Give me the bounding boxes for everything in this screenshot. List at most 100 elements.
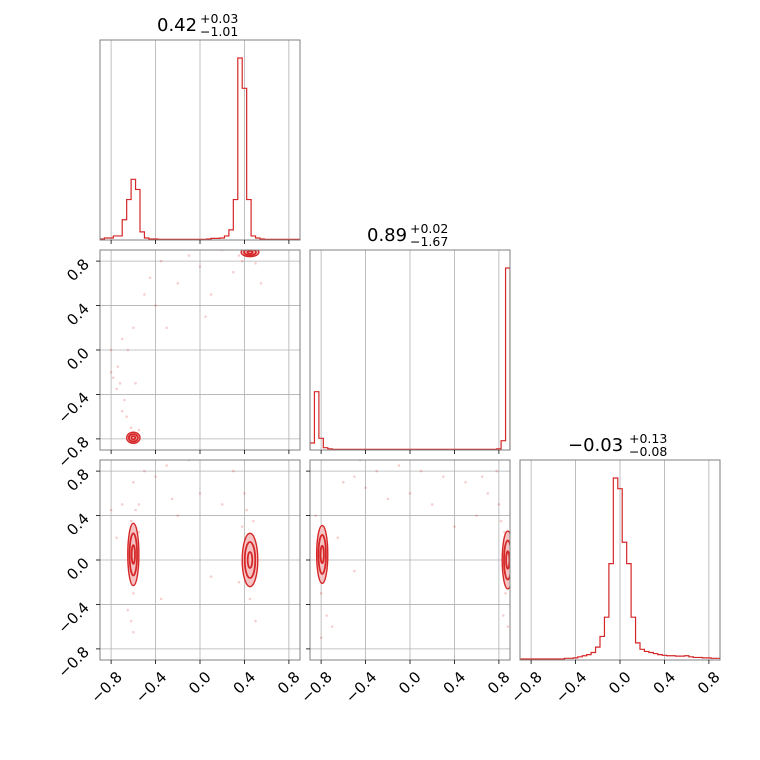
title-param-0-median: 0.42 bbox=[157, 15, 197, 36]
sample-point-26 bbox=[126, 348, 130, 352]
plot-area-2-1 bbox=[314, 460, 510, 640]
contour-inner-mode-1 bbox=[130, 435, 137, 441]
title-param-0-minus: −1.01 bbox=[200, 24, 238, 39]
sample-point-23 bbox=[176, 514, 180, 517]
sample-point-22 bbox=[475, 514, 478, 517]
y-tick-label-2: 0.0 bbox=[63, 554, 93, 584]
title-param-0: 0.42 +0.03 −1.01 bbox=[157, 11, 238, 39]
sample-point-2 bbox=[325, 614, 328, 617]
ticks-panel-2-0: −0.8−0.8−0.4−0.40.00.00.40.40.80.8 bbox=[54, 465, 303, 706]
plot-area-0-0 bbox=[100, 57, 300, 240]
sample-point-30 bbox=[148, 276, 152, 280]
title-param-1-plus: +0.02 bbox=[410, 221, 448, 236]
title-param-2-minus: −0.08 bbox=[629, 444, 667, 459]
ticks-panel-2-1: −0.8 −0.4 0.0 0.4 0.8 bbox=[297, 470, 514, 707]
sample-point-0 bbox=[129, 519, 133, 523]
sample-point-3 bbox=[330, 625, 334, 628]
sample-point-6 bbox=[375, 469, 378, 473]
sample-point-22 bbox=[240, 259, 244, 263]
sample-point-30 bbox=[209, 575, 213, 578]
sample-point-17 bbox=[254, 619, 257, 623]
sample-point-12 bbox=[210, 453, 213, 456]
sample-point-25 bbox=[115, 536, 118, 540]
sample-point-17 bbox=[314, 514, 317, 517]
sample-point-15 bbox=[154, 304, 157, 307]
sample-point-10 bbox=[143, 293, 146, 296]
plot-area-1-1 bbox=[310, 267, 510, 450]
y-tick-label-1: −0.4 bbox=[54, 389, 92, 427]
x-tick-label-3: 0.4 bbox=[230, 668, 260, 698]
sample-point-27 bbox=[353, 569, 356, 573]
sample-point-1 bbox=[120, 409, 124, 413]
sample-point-3 bbox=[125, 415, 128, 418]
contour-mid-mode-0 bbox=[243, 250, 257, 257]
title-param-2: −0.03 +0.13 −0.08 bbox=[568, 431, 667, 459]
sample-point-7 bbox=[115, 387, 118, 391]
x-tick-label-4: 0.8 bbox=[694, 668, 724, 698]
histogram-param-2 bbox=[520, 477, 720, 660]
sample-point-19 bbox=[237, 580, 241, 584]
contour-mid-mode-1 bbox=[127, 433, 139, 443]
sample-point-23 bbox=[319, 636, 323, 640]
y-tick-label-4: 0.8 bbox=[63, 255, 93, 285]
histogram-panel-0 bbox=[99, 39, 301, 241]
sample-point-12 bbox=[497, 503, 501, 506]
contour-mid-mode-1 bbox=[503, 539, 510, 581]
sample-point-28 bbox=[480, 475, 484, 478]
sample-point-1 bbox=[134, 508, 137, 512]
sample-point-21 bbox=[364, 486, 367, 490]
sample-point-18 bbox=[240, 525, 244, 528]
contour-inner-mode-1 bbox=[246, 551, 254, 569]
plot-area-2-2 bbox=[520, 477, 720, 660]
x-tick-label-3: 0.4 bbox=[440, 668, 470, 698]
sample-point-19 bbox=[165, 326, 168, 330]
sample-point-15 bbox=[504, 592, 507, 595]
sample-point-4 bbox=[116, 365, 120, 368]
x-tick-label-2: 0.0 bbox=[395, 668, 425, 698]
sample-point-21 bbox=[237, 254, 241, 257]
x-tick-label-2: 0.0 bbox=[605, 668, 635, 698]
y-tick-label-1: −0.4 bbox=[54, 599, 92, 637]
sample-point-1 bbox=[319, 592, 323, 595]
sample-point-8 bbox=[109, 508, 113, 512]
sample-point-17 bbox=[209, 293, 213, 296]
sample-point-13 bbox=[232, 469, 235, 473]
histogram-param-0 bbox=[100, 57, 300, 240]
sample-point-9 bbox=[442, 475, 445, 478]
sample-point-27 bbox=[252, 519, 255, 523]
sample-point-5 bbox=[353, 475, 356, 478]
sample-point-7 bbox=[397, 464, 401, 467]
y-tick-label-2: 0.0 bbox=[63, 344, 93, 374]
sample-point-15 bbox=[245, 508, 248, 512]
sample-point-12 bbox=[187, 254, 191, 257]
sample-point-26 bbox=[453, 525, 456, 528]
sample-point-18 bbox=[132, 326, 135, 330]
panels bbox=[99, 39, 721, 661]
y-tick-label-0: −0.8 bbox=[54, 643, 92, 681]
sample-point-31 bbox=[198, 265, 202, 268]
x-tick-label-1: −0.4 bbox=[132, 668, 170, 706]
sample-point-10 bbox=[165, 464, 168, 467]
sample-point-3 bbox=[126, 608, 130, 612]
sample-point-7 bbox=[120, 503, 124, 506]
ticks-panel-1-1 bbox=[320, 450, 500, 454]
x-tick-label-3: 0.4 bbox=[650, 668, 680, 698]
sample-point-28 bbox=[109, 370, 113, 374]
contour-inner-mode-0 bbox=[130, 544, 136, 565]
contour-inner-mode-0 bbox=[246, 250, 254, 255]
sample-point-31 bbox=[170, 497, 174, 501]
sample-point-8 bbox=[129, 426, 133, 430]
sample-point-24 bbox=[506, 625, 510, 628]
sample-point-19 bbox=[386, 497, 390, 501]
x-tick-label-1: −0.4 bbox=[342, 668, 380, 706]
sample-point-6 bbox=[109, 348, 113, 352]
sample-point-11 bbox=[159, 259, 163, 263]
title-param-1-minus: −1.67 bbox=[410, 234, 448, 249]
sample-point-25 bbox=[336, 536, 340, 540]
sample-point-25 bbox=[226, 243, 229, 246]
contour-mid-mode-0 bbox=[317, 534, 327, 575]
sample-point-14 bbox=[243, 492, 246, 495]
sample-point-5 bbox=[123, 398, 126, 402]
x-tick-label-0: −0.8 bbox=[87, 668, 125, 706]
scatter-panel-2-1 bbox=[309, 459, 511, 661]
